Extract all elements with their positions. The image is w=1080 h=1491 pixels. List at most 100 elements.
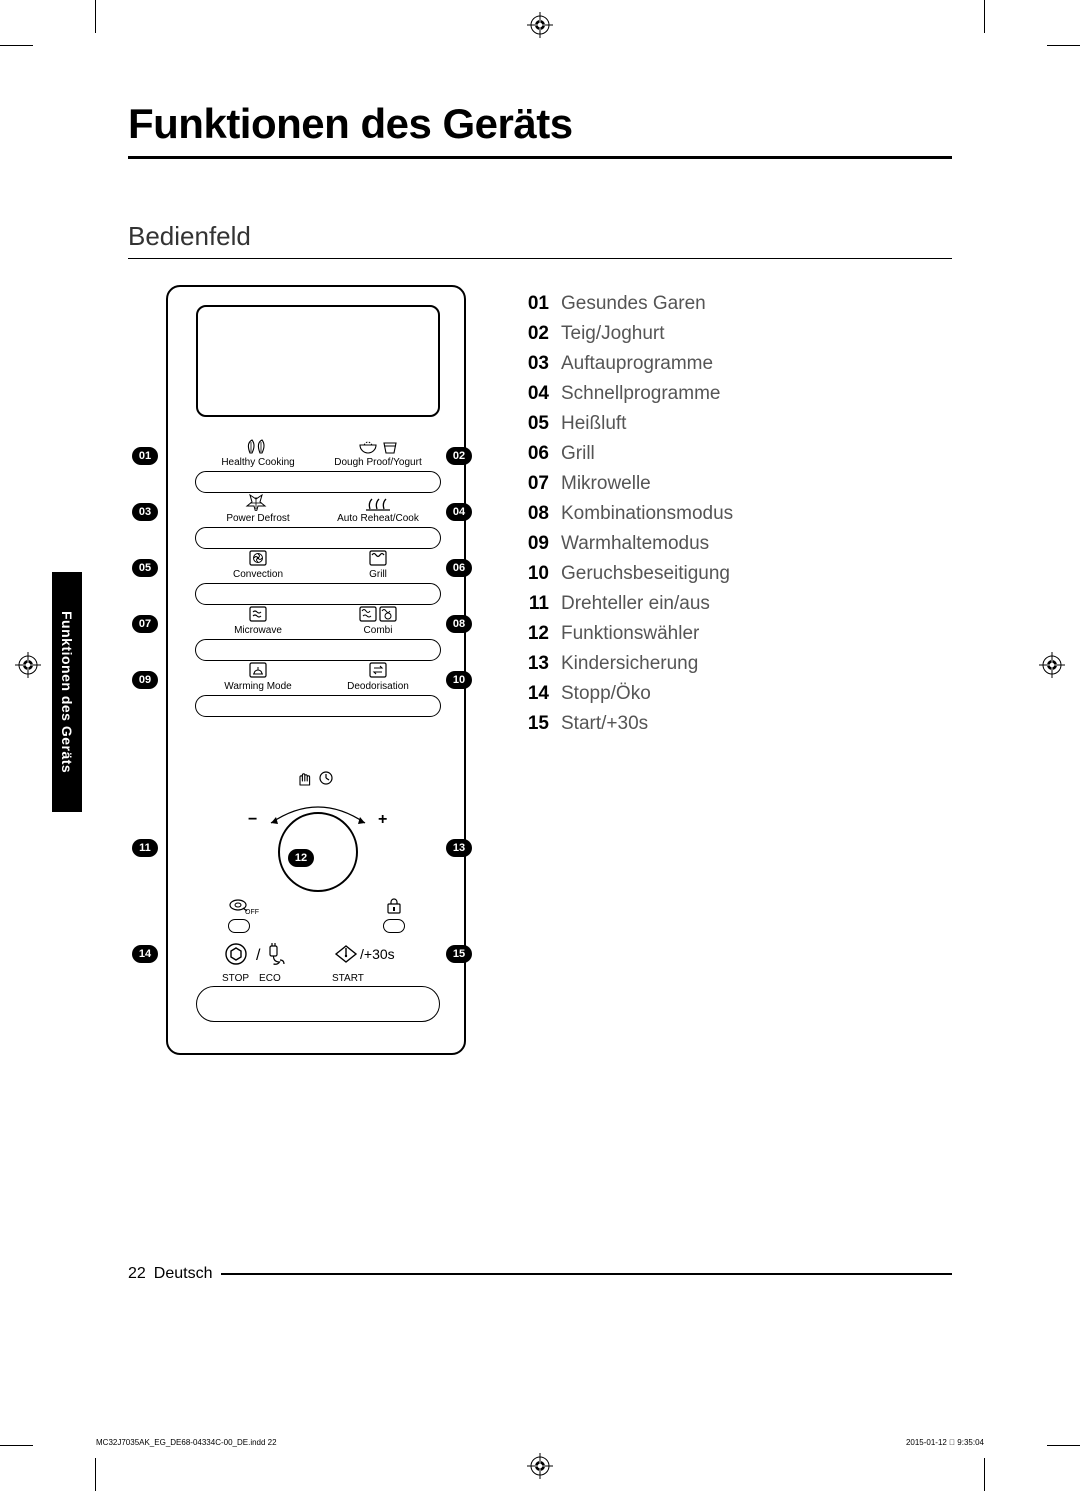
side-tab: Funktionen des Geräts	[52, 572, 82, 812]
row-label-left: Warming Mode	[198, 681, 318, 692]
dial-minus-label: −	[248, 811, 257, 829]
crop-mark	[984, 0, 985, 33]
callout-badge: 03	[132, 503, 158, 521]
row-icon-right	[318, 437, 438, 455]
legend-text: Start/+30s	[561, 709, 648, 739]
row-icon-left	[198, 437, 318, 455]
row-icon-left	[198, 661, 318, 679]
crop-mark	[0, 1445, 33, 1446]
off-label: OFF	[245, 909, 259, 916]
section-title: Bedienfeld	[128, 221, 952, 259]
legend-num: 07	[523, 469, 549, 499]
crop-mark	[0, 45, 33, 46]
callout-badge: 02	[446, 447, 472, 465]
start-stop-button[interactable]	[196, 986, 440, 1022]
child-lock-button[interactable]	[383, 919, 405, 933]
display-window	[196, 305, 440, 417]
callout-badge: 12	[288, 849, 314, 867]
panel-button[interactable]	[195, 695, 441, 717]
row-label-right: Auto Reheat/Cook	[318, 513, 438, 524]
callout-badge: 01	[132, 447, 158, 465]
row-icon-right	[318, 549, 438, 567]
row-label-left: Convection	[198, 569, 318, 580]
legend-item: 01Gesundes Garen	[523, 289, 952, 319]
row-icon-right	[318, 661, 438, 679]
crop-mark	[1047, 1445, 1080, 1446]
legend-num: 10	[523, 559, 549, 589]
slash-label: /	[256, 947, 261, 964]
panel-button[interactable]	[195, 583, 441, 605]
registration-mark-icon	[527, 1453, 553, 1479]
callout-badge: 07	[132, 615, 158, 633]
legend-text: Kombinationsmodus	[561, 499, 733, 529]
crop-mark	[984, 1458, 985, 1491]
legend-num: 06	[523, 439, 549, 469]
row-icon-left	[198, 549, 318, 567]
panel-button[interactable]	[195, 471, 441, 493]
legend-num: 03	[523, 349, 549, 379]
row-label-right: Deodorisation	[318, 681, 438, 692]
legend-text: Funktionswähler	[561, 619, 699, 649]
legend-text: Stopp/Öko	[561, 679, 651, 709]
page-number: 22	[128, 1265, 146, 1283]
legend-text: Schnellprogramme	[561, 379, 720, 409]
legend-item: 06Grill	[523, 439, 952, 469]
legend-item: 02 Teig/Joghurt	[523, 319, 952, 349]
callout-badge: 09	[132, 671, 158, 689]
legend-item: 07 Mikrowelle	[523, 469, 952, 499]
legend-num: 13	[523, 649, 549, 679]
content-area: Funktionen des Geräts Bedienfeld Healthy…	[128, 100, 952, 1055]
crop-mark	[95, 1458, 96, 1491]
legend-text: Teig/Joghurt	[561, 319, 665, 349]
registration-mark-icon	[527, 12, 553, 38]
imprint-timestamp: 2015-01-12 󰀀 9:35:04	[906, 1438, 984, 1447]
legend-num: 12	[523, 619, 549, 649]
language-label: Deutsch	[154, 1265, 213, 1283]
legend-text: Drehteller ein/aus	[561, 589, 710, 619]
legend-item: 15Start/+30s	[523, 709, 952, 739]
footer-rule	[221, 1273, 953, 1275]
row-icon-right	[318, 605, 438, 623]
callout-badge: 14	[132, 945, 158, 963]
legend-item: 04 Schnellprogramme	[523, 379, 952, 409]
legend-list: 01Gesundes Garen02 Teig/Joghurt 03 Auftaupr…	[523, 285, 952, 1055]
legend-text: Auftauprogramme	[561, 349, 713, 379]
page-footer: 22 Deutsch	[128, 1265, 952, 1283]
legend-num: 11	[523, 589, 549, 619]
dial-plus-label: +	[378, 811, 387, 829]
row-label-left: Healthy Cooking	[198, 457, 318, 468]
registration-mark-icon	[15, 652, 41, 678]
crop-mark	[1047, 45, 1080, 46]
legend-item: 10Geruchsbeseitigung	[523, 559, 952, 589]
legend-text: Mikrowelle	[561, 469, 651, 499]
row-label-left: Microwave	[198, 625, 318, 636]
legend-num: 02	[523, 319, 549, 349]
dial-top-icons	[168, 767, 464, 792]
legend-item: 12 Funktionswähler	[523, 619, 952, 649]
legend-item: 09Warmhaltemodus	[523, 529, 952, 559]
stop-label: STOP	[222, 973, 249, 984]
imprint-filename: MC32J7035AK_EG_DE68-04334C-00_DE.indd 22	[96, 1438, 277, 1447]
plus-30s-label: /+30s	[360, 946, 395, 962]
legend-text: Kindersicherung	[561, 649, 698, 679]
panel-button[interactable]	[195, 527, 441, 549]
panel-button[interactable]	[195, 639, 441, 661]
registration-mark-icon	[1039, 652, 1065, 678]
legend-item: 05Heißluft	[523, 409, 952, 439]
legend-num: 04	[523, 379, 549, 409]
callout-badge: 11	[132, 839, 158, 857]
legend-item: 14Stopp/Öko	[523, 679, 952, 709]
callout-badge: 10	[446, 671, 472, 689]
turntable-button[interactable]	[228, 919, 250, 933]
legend-text: Gesundes Garen	[561, 289, 706, 319]
crop-mark	[95, 0, 96, 33]
legend-num: 08	[523, 499, 549, 529]
row-label-left: Power Defrost	[198, 513, 318, 524]
dial-area: − + OFF	[168, 767, 464, 912]
callout-badge: 05	[132, 559, 158, 577]
callout-badge: 04	[446, 503, 472, 521]
callout-badge: 13	[446, 839, 472, 857]
panel-outline: Healthy CookingDough Proof/Yogurt Power D…	[166, 285, 466, 1055]
row-label-right: Dough Proof/Yogurt	[318, 457, 438, 468]
row-icon-left	[198, 493, 318, 511]
